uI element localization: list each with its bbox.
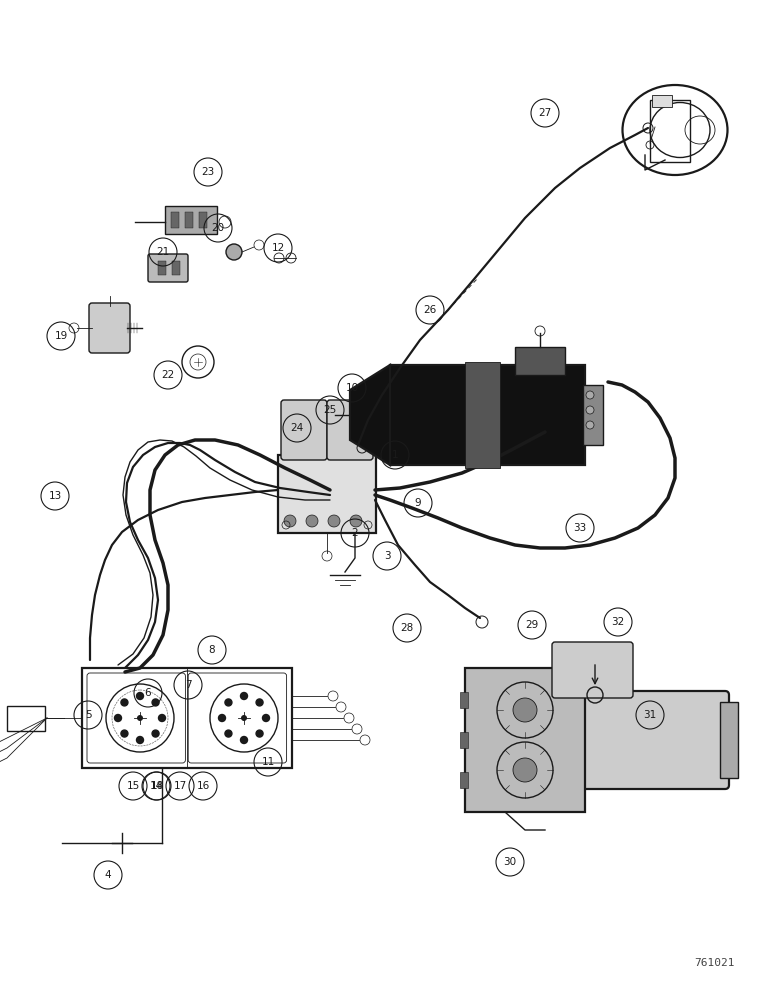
FancyBboxPatch shape: [581, 691, 729, 789]
Circle shape: [256, 699, 263, 706]
Bar: [390, 365, 585, 465]
Circle shape: [586, 406, 594, 414]
Circle shape: [158, 714, 165, 722]
Text: 29: 29: [526, 620, 539, 630]
Bar: [583, 385, 603, 445]
Text: 24: 24: [290, 423, 303, 433]
Text: 4: 4: [105, 870, 111, 880]
Text: 27: 27: [538, 108, 552, 118]
Text: 21: 21: [157, 247, 170, 257]
Bar: [720, 702, 738, 778]
Bar: [172, 261, 180, 275]
Circle shape: [114, 714, 121, 722]
Circle shape: [152, 699, 159, 706]
Circle shape: [225, 699, 232, 706]
Circle shape: [513, 758, 537, 782]
Text: 7: 7: [185, 680, 191, 690]
Bar: [171, 212, 179, 228]
FancyBboxPatch shape: [552, 642, 633, 698]
Circle shape: [262, 714, 269, 722]
Text: 6: 6: [144, 688, 151, 698]
Text: 13: 13: [49, 491, 62, 501]
Text: 3: 3: [384, 551, 391, 561]
Circle shape: [586, 421, 594, 429]
Text: 8: 8: [208, 645, 215, 655]
Circle shape: [241, 715, 247, 721]
Text: 26: 26: [423, 305, 437, 315]
Text: 2: 2: [352, 528, 358, 538]
Text: 32: 32: [611, 617, 625, 627]
Text: 23: 23: [201, 167, 215, 177]
Circle shape: [121, 730, 128, 737]
Text: 9: 9: [415, 498, 422, 508]
Bar: [82, 668, 292, 768]
Text: 15: 15: [127, 781, 140, 791]
FancyBboxPatch shape: [148, 254, 188, 282]
Text: 22: 22: [161, 370, 174, 380]
Circle shape: [256, 730, 263, 737]
Bar: [158, 261, 166, 275]
Text: 1: 1: [391, 450, 398, 460]
Bar: [460, 772, 468, 788]
Circle shape: [328, 515, 340, 527]
Circle shape: [137, 692, 144, 700]
Bar: [7, 706, 45, 731]
Circle shape: [137, 736, 144, 744]
Text: 25: 25: [323, 405, 337, 415]
Text: 5: 5: [85, 710, 91, 720]
Bar: [515, 347, 565, 375]
Bar: [278, 455, 376, 533]
FancyBboxPatch shape: [327, 400, 373, 460]
Text: 30: 30: [503, 857, 516, 867]
Bar: [199, 212, 207, 228]
Text: 20: 20: [212, 223, 225, 233]
Text: 761021: 761021: [695, 958, 735, 968]
Bar: [460, 732, 468, 748]
Circle shape: [350, 515, 362, 527]
Bar: [652, 95, 672, 107]
Text: 17: 17: [174, 781, 187, 791]
Circle shape: [586, 391, 594, 399]
Bar: [465, 362, 500, 468]
Bar: [650, 100, 690, 162]
Text: 16: 16: [196, 781, 210, 791]
FancyBboxPatch shape: [89, 303, 130, 353]
Circle shape: [241, 736, 248, 744]
Bar: [185, 212, 193, 228]
Text: 11: 11: [262, 757, 275, 767]
Text: 31: 31: [643, 710, 657, 720]
Polygon shape: [350, 365, 390, 465]
Bar: [460, 692, 468, 708]
FancyBboxPatch shape: [281, 400, 327, 460]
Circle shape: [226, 244, 242, 260]
Circle shape: [121, 699, 128, 706]
Bar: [165, 206, 217, 234]
Circle shape: [225, 730, 232, 737]
Bar: [465, 668, 585, 812]
Text: 33: 33: [574, 523, 587, 533]
Text: 12: 12: [272, 243, 285, 253]
Circle shape: [284, 515, 296, 527]
Text: 14: 14: [149, 781, 163, 791]
Text: 19: 19: [54, 331, 68, 341]
Circle shape: [513, 698, 537, 722]
Circle shape: [218, 714, 225, 722]
Circle shape: [306, 515, 318, 527]
Circle shape: [241, 692, 248, 700]
Circle shape: [137, 715, 143, 721]
Text: 10: 10: [345, 383, 358, 393]
Circle shape: [152, 730, 159, 737]
Text: 28: 28: [401, 623, 414, 633]
Text: 18: 18: [151, 781, 164, 791]
